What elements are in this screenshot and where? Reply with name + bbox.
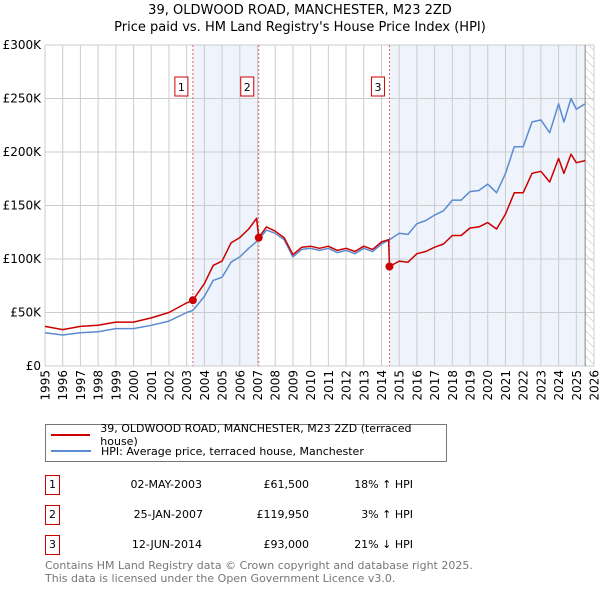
x-tick-label: 2022: [517, 370, 531, 401]
transaction-row: 1 02-MAY-2003 £61,500 18% ↑ HPI: [45, 475, 445, 495]
legend-swatch-property: [51, 434, 91, 436]
x-tick-label: 2012: [340, 370, 354, 401]
x-tick-label: 2023: [534, 370, 548, 401]
x-tick-label: 2004: [198, 370, 212, 401]
transaction-marker: 1: [45, 475, 60, 495]
sale-marker-label: 3: [374, 81, 381, 94]
y-tick-label: £50K: [10, 306, 42, 320]
x-tick-label: 2006: [233, 370, 247, 401]
x-tick-label: 2000: [127, 370, 141, 401]
chart-subtitle: Price paid vs. HM Land Registry's House …: [114, 20, 486, 35]
transaction-row: 3 12-JUN-2014 £93,000 21% ↓ HPI: [45, 535, 445, 555]
property-price-line: [44, 153, 586, 331]
y-tick-label: £300K: [3, 38, 43, 52]
x-tick-label: 1996: [56, 370, 70, 401]
x-tick-label: 2019: [464, 370, 478, 401]
x-tick-label: 2020: [481, 370, 495, 401]
legend-item-property: 39, OLDWOOD ROAD, MANCHESTER, M23 2ZD (t…: [46, 422, 446, 448]
x-tick-label: 2008: [269, 370, 283, 401]
transaction-row: 2 25-JAN-2007 £119,950 3% ↑ HPI: [45, 505, 445, 525]
sale-marker-box: [370, 76, 385, 97]
x-tick-label: 2013: [357, 370, 371, 401]
x-tick-label: 2002: [162, 370, 176, 401]
x-tick-label: 1998: [92, 370, 106, 401]
x-tick-label: 2021: [499, 370, 513, 401]
y-tick-label: £150K: [3, 199, 43, 213]
x-tick-label: 2015: [393, 370, 407, 401]
x-tick-label: 2003: [180, 370, 194, 401]
sale-point: [254, 233, 263, 242]
legend-swatch-hpi: [51, 450, 91, 452]
x-tick-label: 2007: [251, 370, 265, 401]
transaction-hpi-diff: 3% ↑ HPI: [361, 508, 413, 521]
sale-point: [188, 296, 197, 305]
x-tick-label: 2025: [570, 370, 584, 401]
x-tick-label: 2016: [410, 370, 424, 401]
sale-point: [385, 262, 394, 271]
y-tick-label: £200K: [3, 145, 43, 159]
legend-label-property: 39, OLDWOOD ROAD, MANCHESTER, M23 2ZD (t…: [100, 422, 412, 448]
footer-copyright: Contains HM Land Registry data © Crown c…: [45, 559, 473, 572]
x-tick-label: 2011: [322, 370, 336, 401]
y-tick-label: £0: [26, 359, 41, 373]
x-tick-label: 2026: [588, 370, 600, 401]
legend-label-hpi: HPI: Average price, terraced house, Manc…: [101, 444, 364, 458]
x-tick-label: 2018: [446, 370, 460, 401]
legend: 39, OLDWOOD ROAD, MANCHESTER, M23 2ZD (t…: [45, 422, 447, 462]
sale-marker-box: [174, 76, 189, 97]
x-tick-label: 1999: [109, 370, 123, 401]
transaction-date: 25-JAN-2007: [133, 508, 203, 521]
transaction-hpi-diff: 18% ↑ HPI: [354, 478, 413, 491]
y-tick-label: £100K: [3, 252, 43, 266]
transaction-price: £61,500: [263, 478, 310, 491]
sale-marker-box: [240, 76, 255, 97]
footer-license: This data is licensed under the Open Gov…: [45, 572, 396, 585]
hpi-line: [44, 97, 586, 336]
sale-marker-label: 2: [244, 81, 251, 94]
transaction-date: 12-JUN-2014: [131, 538, 202, 551]
price-chart: 1995 1996 1997 1998 1999 2000 2001 2002 2003 2004…: [3, 38, 600, 401]
x-tick-label: 2009: [286, 370, 300, 401]
x-tick-label: 2001: [145, 370, 159, 401]
x-tick-label: 2017: [428, 370, 442, 401]
transaction-marker: 2: [45, 505, 60, 525]
x-tick-label: 2010: [304, 370, 318, 401]
x-tick-label: 2005: [216, 370, 230, 401]
y-tick-label: £250K: [3, 92, 43, 106]
x-tick-label: 2014: [375, 370, 389, 401]
sale-marker-label: 1: [178, 81, 185, 94]
transaction-date: 02-MAY-2003: [130, 478, 202, 491]
legend-item-hpi: HPI: Average price, terraced house, Manc…: [46, 443, 364, 459]
transaction-price: £119,950: [256, 508, 310, 521]
x-tick-label: 1997: [74, 370, 88, 401]
transaction-hpi-diff: 21% ↓ HPI: [354, 538, 413, 551]
transaction-marker: 3: [45, 535, 60, 555]
x-tick-label: 2024: [552, 370, 566, 401]
transaction-price: £93,000: [263, 538, 310, 551]
chart-title: 39, OLDWOOD ROAD, MANCHESTER, M23 2ZD: [148, 3, 452, 18]
x-tick-label: 1995: [39, 370, 53, 401]
